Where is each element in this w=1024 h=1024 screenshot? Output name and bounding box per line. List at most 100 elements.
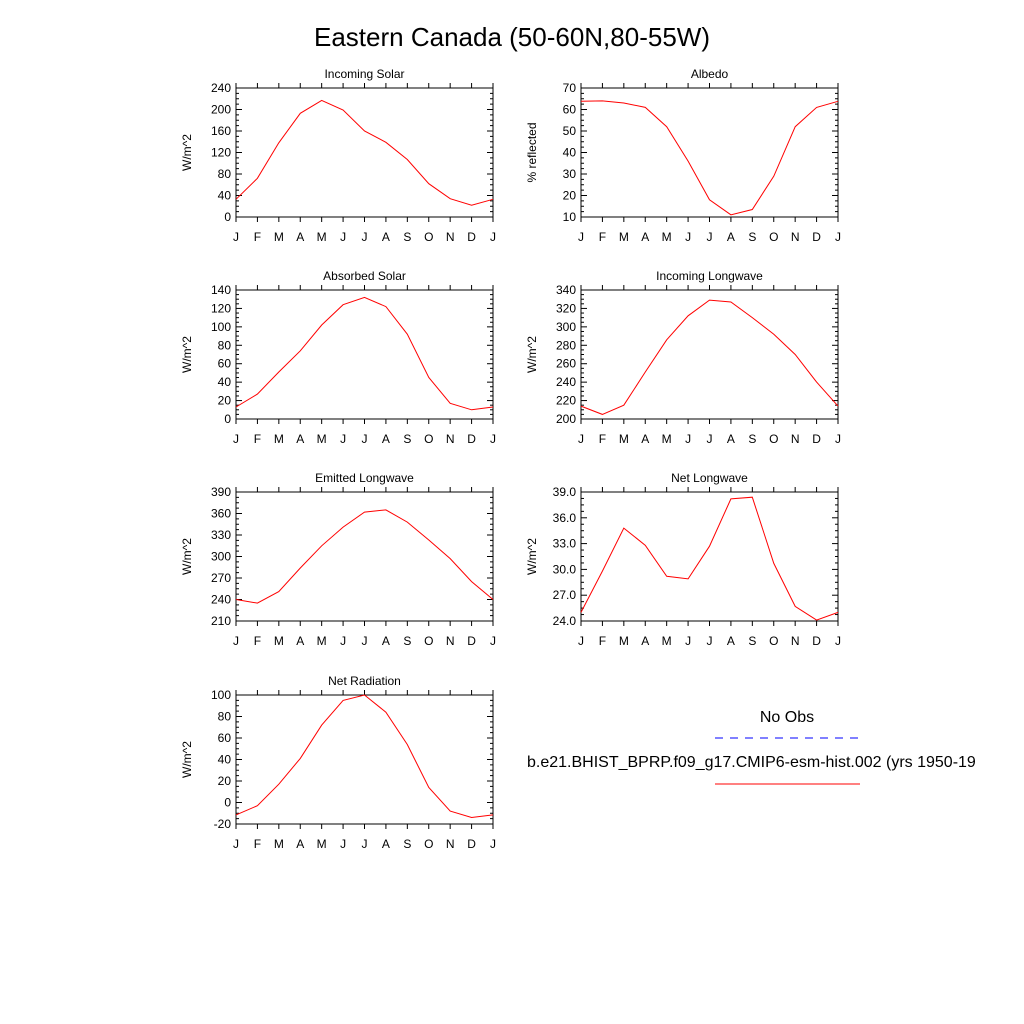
- x-tick-label: D: [467, 634, 476, 648]
- series-line-model: [580, 496, 839, 621]
- panel-4: Emitted Longwave W/m^2 210 240 270 300 330 360 3…: [180, 471, 496, 648]
- x-tick-label: A: [296, 230, 304, 244]
- y-tick-label: 270: [211, 571, 231, 585]
- y-tick-label: 50: [563, 124, 577, 138]
- y-tick-label: 240: [211, 81, 231, 95]
- y-tick-label: -20: [214, 817, 232, 831]
- x-tick-label: N: [791, 230, 800, 244]
- x-tick-label: J: [233, 634, 239, 648]
- y-tick-label: 120: [211, 146, 231, 160]
- y-axis-label: W/m^2: [180, 336, 194, 373]
- y-axis-label: W/m^2: [525, 538, 539, 575]
- y-tick-label: 40: [563, 146, 577, 160]
- y-tick-label: 60: [218, 357, 232, 371]
- x-tick-label: J: [835, 432, 841, 446]
- y-axis-label: W/m^2: [180, 538, 194, 575]
- panel-title: Incoming Solar: [324, 67, 404, 81]
- x-tick-label: M: [274, 634, 284, 648]
- y-tick-label: 60: [563, 103, 577, 117]
- x-tick-label: A: [727, 634, 735, 648]
- x-tick-label: D: [812, 432, 821, 446]
- x-tick-label: M: [274, 837, 284, 851]
- x-tick-label: F: [254, 634, 261, 648]
- y-tick-label: 200: [556, 412, 576, 426]
- x-tick-label: M: [274, 432, 284, 446]
- series-line-model: [235, 296, 494, 411]
- x-tick-label: J: [685, 432, 691, 446]
- panel-3: Incoming Longwave W/m^2 200 220 240 260 280 300…: [525, 269, 841, 446]
- x-tick-label: M: [662, 634, 672, 648]
- y-tick-label: 80: [218, 338, 232, 352]
- panel-title: Net Longwave: [671, 471, 748, 485]
- y-tick-label: 360: [211, 507, 231, 521]
- x-tick-label: J: [233, 230, 239, 244]
- x-tick-label: M: [317, 432, 327, 446]
- x-tick-label: A: [382, 230, 390, 244]
- y-tick-label: 300: [211, 550, 231, 564]
- x-tick-label: J: [340, 634, 346, 648]
- y-tick-label: 220: [556, 394, 576, 408]
- y-tick-label: 80: [218, 167, 232, 181]
- panel-5: Net Longwave W/m^2 24.0 27.0 30.0 33.0 36.0 39.…: [525, 471, 841, 648]
- x-tick-label: M: [619, 634, 629, 648]
- y-tick-label: 24.0: [553, 614, 577, 628]
- x-tick-label: J: [490, 230, 496, 244]
- y-tick-label: 60: [218, 731, 232, 745]
- x-tick-label: J: [707, 432, 713, 446]
- x-tick-label: M: [274, 230, 284, 244]
- x-tick-label: M: [317, 837, 327, 851]
- x-tick-label: A: [641, 432, 649, 446]
- y-tick-label: 120: [211, 301, 231, 315]
- x-tick-label: S: [403, 837, 411, 851]
- x-tick-label: N: [446, 837, 455, 851]
- x-tick-label: A: [296, 432, 304, 446]
- x-tick-label: J: [490, 634, 496, 648]
- y-tick-label: 27.0: [553, 588, 577, 602]
- y-tick-label: 160: [211, 124, 231, 138]
- x-tick-label: A: [382, 837, 390, 851]
- y-tick-label: 39.0: [553, 485, 577, 499]
- x-tick-label: S: [748, 432, 756, 446]
- x-tick-label: A: [641, 634, 649, 648]
- y-tick-label: 40: [218, 753, 232, 767]
- y-tick-label: 340: [556, 283, 576, 297]
- y-axis-label: W/m^2: [525, 336, 539, 373]
- series-line-model: [235, 694, 494, 819]
- series-line-model: [580, 100, 839, 216]
- x-tick-label: J: [340, 432, 346, 446]
- x-tick-label: J: [233, 432, 239, 446]
- y-tick-label: 240: [556, 375, 576, 389]
- y-tick-label: 210: [211, 614, 231, 628]
- y-tick-label: 200: [211, 103, 231, 117]
- x-tick-label: J: [233, 837, 239, 851]
- x-tick-label: J: [835, 230, 841, 244]
- y-axis-label: W/m^2: [180, 741, 194, 778]
- x-tick-label: J: [707, 634, 713, 648]
- x-tick-label: M: [317, 634, 327, 648]
- y-tick-label: 20: [563, 189, 577, 203]
- x-tick-label: N: [791, 432, 800, 446]
- x-tick-label: J: [490, 432, 496, 446]
- x-tick-label: J: [685, 634, 691, 648]
- y-tick-label: 20: [218, 394, 232, 408]
- x-tick-label: F: [599, 432, 606, 446]
- x-tick-label: D: [467, 837, 476, 851]
- x-tick-label: J: [578, 230, 584, 244]
- x-tick-label: O: [424, 432, 433, 446]
- panel-title: Net Radiation: [328, 674, 401, 688]
- series-line-model: [580, 299, 839, 415]
- legend-obs-label: No Obs: [760, 709, 814, 726]
- x-tick-label: A: [727, 230, 735, 244]
- panel-title: Emitted Longwave: [315, 471, 414, 485]
- y-axis-label: % reflected: [525, 122, 539, 182]
- x-tick-label: A: [382, 432, 390, 446]
- panel-title: Albedo: [691, 67, 729, 81]
- x-tick-label: O: [769, 634, 778, 648]
- y-tick-label: 0: [224, 210, 231, 224]
- y-tick-label: 280: [556, 338, 576, 352]
